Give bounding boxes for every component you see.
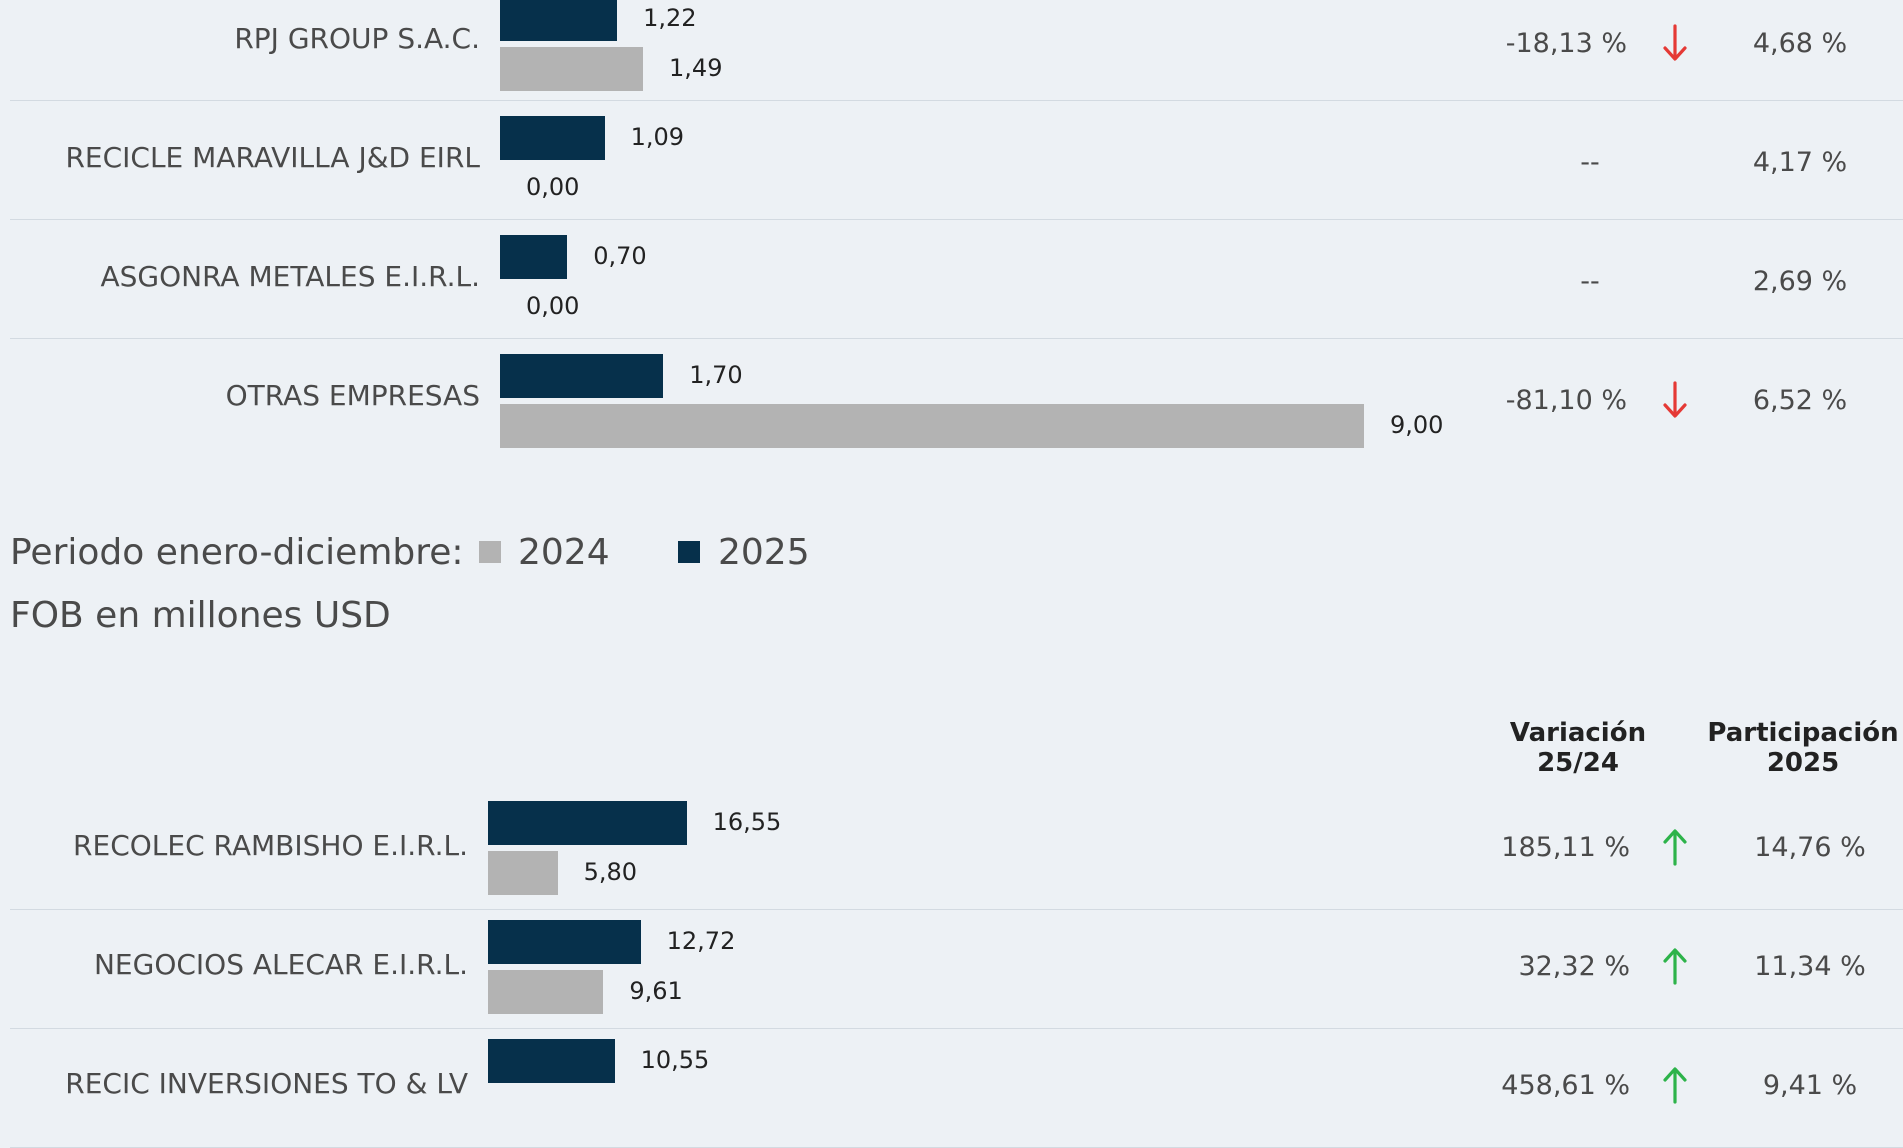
- participacion-value: 4,17 %: [1752, 147, 1848, 178]
- data-label-2025: 1,09: [630, 123, 685, 151]
- bar-2024: [500, 47, 644, 91]
- company-name: RECICLE MARAVILLA J&D EIRL: [65, 141, 480, 174]
- company-name: ASGONRA METALES E.I.R.L.: [100, 260, 481, 293]
- bar-2024: [488, 970, 604, 1014]
- table-row: RECICLE MARAVILLA J&D EIRL 1,09 0,00 -- 4,17…: [10, 100, 1903, 220]
- bar-2025: [500, 235, 568, 279]
- data-label-2024: 0,00: [526, 292, 580, 320]
- participacion-value: 6,52 %: [1752, 385, 1848, 416]
- legend-period-label: Periodo enero-diciembre:: [10, 532, 464, 573]
- variacion-value: 32,32 %: [1518, 951, 1630, 982]
- table-row: RECIC INVERSIONES TO & LV 10,55 458,61 % 9,…: [10, 1028, 1903, 1148]
- data-label-2024: 9,00: [1390, 411, 1444, 439]
- company-name: RECOLEC RAMBISHO E.I.R.L.: [73, 829, 468, 862]
- table-row: OTRAS EMPRESAS 1,70 9,00 -81,10 % 6,52 %: [10, 338, 1903, 457]
- bar-2025: [500, 0, 618, 41]
- legend-label-2024: 2024: [518, 532, 610, 573]
- variacion-value: 185,11 %: [1501, 832, 1630, 863]
- legend-swatch-2025: [678, 541, 700, 563]
- variacion-value: -81,10 %: [1505, 385, 1627, 416]
- variacion-value: 458,61 %: [1501, 1070, 1630, 1101]
- bar-2025: [488, 801, 687, 845]
- data-label-2025: 16,55: [712, 808, 782, 836]
- data-label-2024: 9,61: [629, 977, 683, 1005]
- data-label-2025: 1,70: [689, 361, 743, 389]
- bar-2025: [488, 920, 641, 964]
- legend-label-2025: 2025: [718, 532, 810, 573]
- header-variacion: Variación 25/24: [1509, 718, 1647, 779]
- variacion-value: -18,13 %: [1505, 28, 1627, 59]
- variacion-value: --: [1580, 147, 1600, 178]
- data-label-2025: 10,55: [640, 1046, 710, 1074]
- data-label-2024: 1,49: [669, 54, 723, 82]
- company-name: NEGOCIOS ALECAR E.I.R.L.: [93, 948, 468, 981]
- data-label-2024: 0,00: [526, 173, 580, 201]
- bar-2025: [488, 1039, 615, 1083]
- bar-2025: [500, 354, 664, 398]
- table-row: RECOLEC RAMBISHO E.I.R.L. 16,55 5,80 185,11…: [10, 790, 1903, 910]
- participacion-value: 11,34 %: [1754, 951, 1866, 982]
- table-row: NEGOCIOS ALECAR E.I.R.L. 12,72 9,61 32,32 %…: [10, 909, 1903, 1029]
- table-row: ASGONRA METALES E.I.R.L. 0,70 0,00 -- 2,69 %: [10, 219, 1903, 339]
- bar-2024: [500, 404, 1364, 448]
- data-label-2025: 0,70: [593, 242, 647, 270]
- participacion-value: 4,68 %: [1752, 28, 1848, 59]
- legend-swatch-2024: [479, 541, 501, 563]
- arrow-down-icon: [1662, 23, 1688, 63]
- participacion-value: 2,69 %: [1752, 266, 1848, 297]
- company-name: RECIC INVERSIONES TO & LV: [65, 1067, 468, 1100]
- bar-2024: [488, 851, 558, 895]
- variacion-value: --: [1580, 266, 1600, 297]
- legend-period: Periodo enero-diciembre:: [10, 535, 464, 571]
- arrow-down-icon: [1662, 380, 1688, 420]
- arrow-up-icon: [1662, 1065, 1688, 1105]
- bar-2025: [500, 116, 605, 160]
- data-label-2024: 5,80: [583, 858, 638, 886]
- company-name: OTRAS EMPRESAS: [225, 379, 480, 412]
- data-label-2025: 1,22: [643, 4, 697, 32]
- data-label-2025: 12,72: [666, 927, 736, 955]
- header-participacion: Participación 2025: [1707, 718, 1899, 779]
- participacion-value: 14,76 %: [1754, 832, 1866, 863]
- arrow-up-icon: [1662, 827, 1688, 867]
- company-name: RPJ GROUP S.A.C.: [234, 22, 480, 55]
- table-row: RPJ GROUP S.A.C. 1,22 1,49 -18,13 % 4,68 %: [10, 0, 1903, 101]
- participacion-value: 9,41 %: [1762, 1070, 1858, 1101]
- units-label: FOB en millones USD: [10, 595, 391, 636]
- arrow-up-icon: [1662, 946, 1688, 986]
